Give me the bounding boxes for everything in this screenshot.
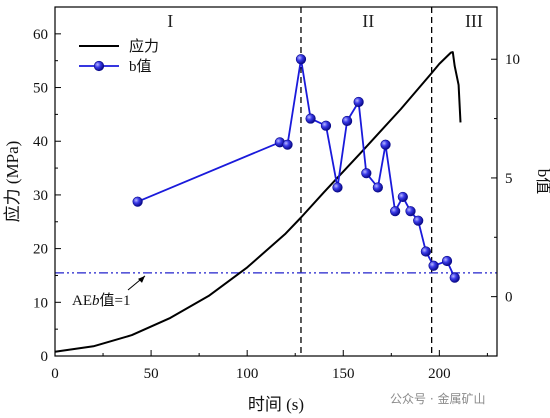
b-value-point — [441, 255, 453, 267]
threshold-arrow-head — [138, 275, 145, 283]
b-value-point — [342, 115, 353, 127]
axes-frame — [54, 6, 498, 357]
b-value-point — [353, 96, 364, 108]
y-left-tick-label: 60 — [33, 27, 48, 43]
x-tick-label: 100 — [236, 366, 259, 382]
plot-area — [55, 7, 497, 356]
y-right-tick-label: 5 — [505, 171, 513, 187]
legend-label-stress: 应力 — [129, 37, 159, 55]
threshold-label-suffix: 值=1 — [100, 292, 131, 309]
b-value-point — [132, 196, 143, 207]
b-value-series — [132, 54, 460, 283]
b-value-point — [413, 215, 424, 226]
y-left-tick-label: 40 — [33, 134, 48, 150]
y-left-tick-label: 20 — [33, 242, 48, 258]
b-value-point — [420, 246, 431, 257]
b-value-point — [372, 182, 383, 193]
b-value-point — [332, 182, 343, 193]
plot-background — [55, 7, 497, 356]
b-value-point — [380, 139, 391, 150]
x-tick-label: 200 — [428, 366, 451, 382]
b-value-point — [449, 272, 460, 283]
b-value-point — [390, 206, 401, 217]
y-right-tick-label: 10 — [505, 52, 520, 68]
b-value-point — [295, 54, 307, 65]
x-tick-label: 50 — [144, 366, 159, 382]
legend-label-b: b值 — [129, 58, 152, 75]
stage-label: I — [167, 11, 173, 31]
watermark-text: 公众号 · 金属矿山 — [390, 391, 485, 406]
axes: 0 50 100 150 200 0 10 20 30 40 50 60 0 5 10 时间 (s) 应力 (M… — [3, 6, 550, 414]
y-left-axis-title: 应力 (MPa) — [3, 141, 22, 223]
stage-label: II — [362, 11, 374, 31]
legend-swatch-b-marker — [93, 60, 105, 72]
stage-dividers — [300, 7, 433, 356]
y-right-axis-title: b值 — [534, 169, 550, 195]
stress-line — [54, 51, 462, 353]
y-left-tick-label: 30 — [33, 188, 48, 204]
x-tick-label: 150 — [332, 366, 355, 382]
b-value-point — [282, 139, 293, 150]
b-value-point — [405, 206, 416, 217]
threshold-label-b: b — [92, 293, 100, 309]
legend: 应力 b值 — [79, 37, 159, 75]
y-right-tick-label: 0 — [505, 290, 513, 306]
watermark: 公众号 · 金属矿山 — [390, 391, 485, 406]
b-value-point — [397, 191, 408, 203]
stage-labels: I II III — [167, 11, 483, 31]
y-left-tick-label: 50 — [33, 81, 48, 97]
stage-label: III — [465, 11, 483, 31]
b-value-point — [320, 120, 332, 131]
b-value-point — [361, 168, 372, 179]
stress-series — [54, 51, 462, 353]
threshold-label: AEb值=1 — [72, 292, 130, 309]
b-value-line — [137, 58, 456, 279]
x-tick-label: 0 — [51, 366, 59, 382]
y-left-tick-label: 10 — [33, 295, 48, 311]
threshold-label-prefix: AE — [72, 293, 92, 309]
x-axis-title: 时间 (s) — [248, 395, 304, 414]
b-value-point — [305, 113, 316, 124]
threshold-annotation: AEb值=1 — [72, 275, 146, 309]
y-left-tick-label: 0 — [41, 349, 49, 365]
b-value-point — [428, 260, 439, 271]
